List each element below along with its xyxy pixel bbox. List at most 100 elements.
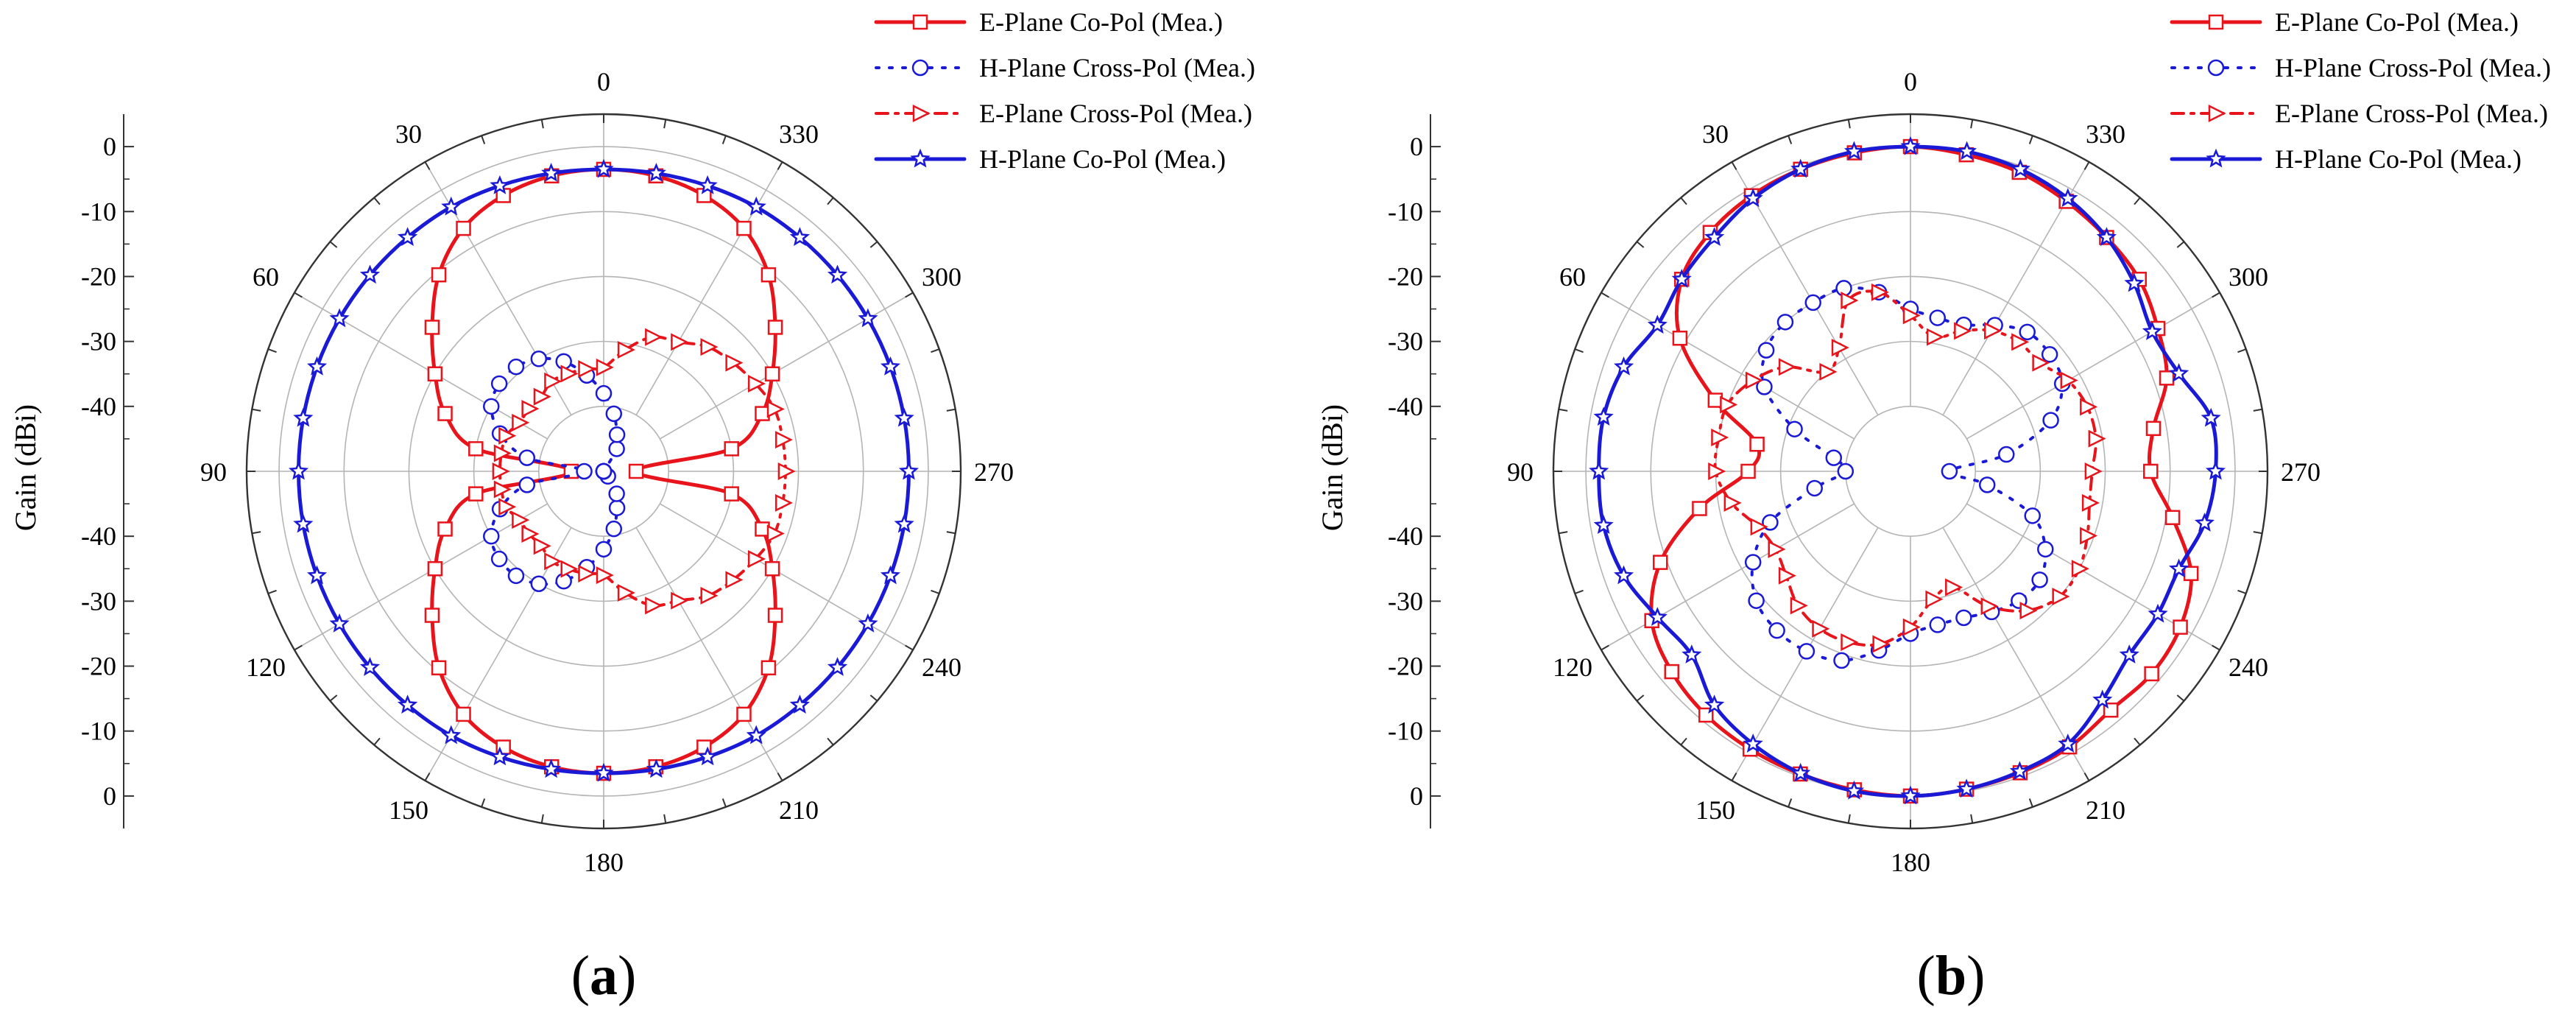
angle-tick bbox=[1601, 292, 1609, 298]
data-point bbox=[1647, 607, 1668, 626]
legend-entry: E-Plane Co-Pol (Mea.) bbox=[874, 7, 1223, 37]
data-point bbox=[397, 227, 418, 247]
legend-marker bbox=[2208, 104, 2226, 123]
angle-label: 210 bbox=[779, 795, 819, 825]
data-point bbox=[441, 725, 462, 745]
angle-label: 270 bbox=[2281, 457, 2321, 487]
legend-label: H-Plane Cross-Pol (Mea.) bbox=[979, 53, 1255, 82]
data-point bbox=[1589, 460, 1609, 480]
data-point bbox=[1956, 141, 1977, 161]
angle-tick bbox=[373, 737, 381, 746]
angle-label: 90 bbox=[200, 457, 227, 487]
data-point bbox=[441, 196, 462, 216]
radial-tick-label: -30 bbox=[1388, 586, 1423, 616]
data-point bbox=[397, 694, 418, 714]
series-2 bbox=[1708, 283, 2106, 653]
angle-tick bbox=[252, 531, 261, 535]
data-point bbox=[724, 441, 739, 457]
angle-tick bbox=[1788, 798, 1793, 808]
radial-tick-label: -20 bbox=[81, 652, 116, 681]
data-point bbox=[671, 591, 689, 610]
angle-tick bbox=[1601, 644, 1609, 651]
series-2 bbox=[492, 328, 796, 615]
angle-label: 270 bbox=[974, 457, 1014, 487]
angle-tick bbox=[2212, 292, 2220, 298]
data-point bbox=[700, 586, 719, 605]
data-point bbox=[766, 524, 785, 543]
grid-spoke bbox=[1601, 292, 1855, 440]
data-point bbox=[1790, 158, 1811, 178]
data-point bbox=[1757, 342, 1775, 359]
angle-label: 30 bbox=[1702, 119, 1729, 149]
angle-tick bbox=[1574, 348, 1584, 353]
angle-tick bbox=[267, 348, 277, 353]
data-point bbox=[2019, 323, 2036, 341]
angle-tick bbox=[2134, 737, 2141, 746]
legend-marker bbox=[912, 104, 931, 123]
data-point bbox=[2041, 346, 2058, 363]
angle-tick bbox=[1636, 241, 1645, 248]
data-point bbox=[1902, 618, 1921, 636]
data-point bbox=[2173, 619, 2188, 635]
data-point bbox=[1750, 518, 1768, 536]
data-point bbox=[533, 537, 551, 555]
angle-label: 60 bbox=[1559, 262, 1586, 292]
data-point bbox=[2058, 188, 2078, 208]
series-3 bbox=[1589, 136, 2226, 805]
legend-label: H-Plane Co-Pol (Mea.) bbox=[2275, 144, 2522, 174]
data-point bbox=[2084, 462, 2103, 481]
data-point bbox=[593, 762, 614, 782]
grid-spoke bbox=[659, 503, 914, 651]
data-point bbox=[2164, 510, 2181, 526]
data-point bbox=[1778, 566, 1796, 585]
data-point bbox=[774, 431, 793, 449]
data-point bbox=[724, 486, 739, 502]
data-point bbox=[541, 759, 562, 778]
data-point bbox=[1653, 555, 1668, 570]
data-point bbox=[1664, 664, 1680, 680]
data-point bbox=[605, 520, 623, 538]
data-point bbox=[1614, 565, 1634, 585]
legend-entry: E-Plane Co-Pol (Mea.) bbox=[2170, 7, 2519, 37]
data-point bbox=[1790, 762, 1811, 782]
angle-tick bbox=[481, 798, 486, 808]
data-point bbox=[1980, 597, 1999, 616]
data-point bbox=[468, 486, 484, 502]
legend-marker bbox=[2207, 59, 2225, 77]
data-point bbox=[424, 320, 440, 335]
data-point bbox=[747, 550, 766, 569]
data-point bbox=[764, 366, 780, 381]
data-point bbox=[608, 440, 625, 457]
data-point bbox=[2037, 541, 2054, 558]
data-point bbox=[2145, 420, 2162, 437]
panel-a-label: (a) bbox=[571, 945, 637, 1007]
data-point bbox=[493, 480, 512, 499]
angle-tick bbox=[869, 694, 878, 702]
angle-tick bbox=[1559, 408, 1568, 412]
data-point bbox=[2058, 733, 2078, 753]
angle-tick bbox=[777, 161, 783, 170]
legend-entry: H-Plane Cross-Pol (Mea.) bbox=[875, 53, 1255, 82]
radial-tick-label: -40 bbox=[1388, 392, 1423, 421]
angle-label: 300 bbox=[922, 262, 961, 292]
data-point bbox=[1825, 449, 1843, 466]
data-point bbox=[593, 158, 614, 178]
data-point bbox=[617, 583, 635, 602]
data-point bbox=[2031, 571, 2048, 588]
angle-tick bbox=[946, 531, 956, 535]
data-point bbox=[755, 406, 770, 421]
data-point bbox=[530, 575, 548, 592]
radial-tick-label: 0 bbox=[103, 132, 116, 161]
data-point bbox=[512, 413, 530, 432]
data-point bbox=[1790, 597, 1808, 615]
legend-entry: E-Plane Cross-Pol (Mea.) bbox=[875, 99, 1252, 128]
data-point bbox=[1998, 446, 2015, 463]
data-point bbox=[1926, 328, 1944, 346]
data-point bbox=[456, 220, 471, 236]
angle-tick bbox=[481, 135, 486, 144]
data-point bbox=[518, 476, 536, 493]
radial-tick-label: 0 bbox=[1410, 781, 1423, 811]
data-point bbox=[746, 725, 766, 745]
data-point bbox=[2081, 493, 2100, 512]
data-point bbox=[498, 498, 517, 516]
